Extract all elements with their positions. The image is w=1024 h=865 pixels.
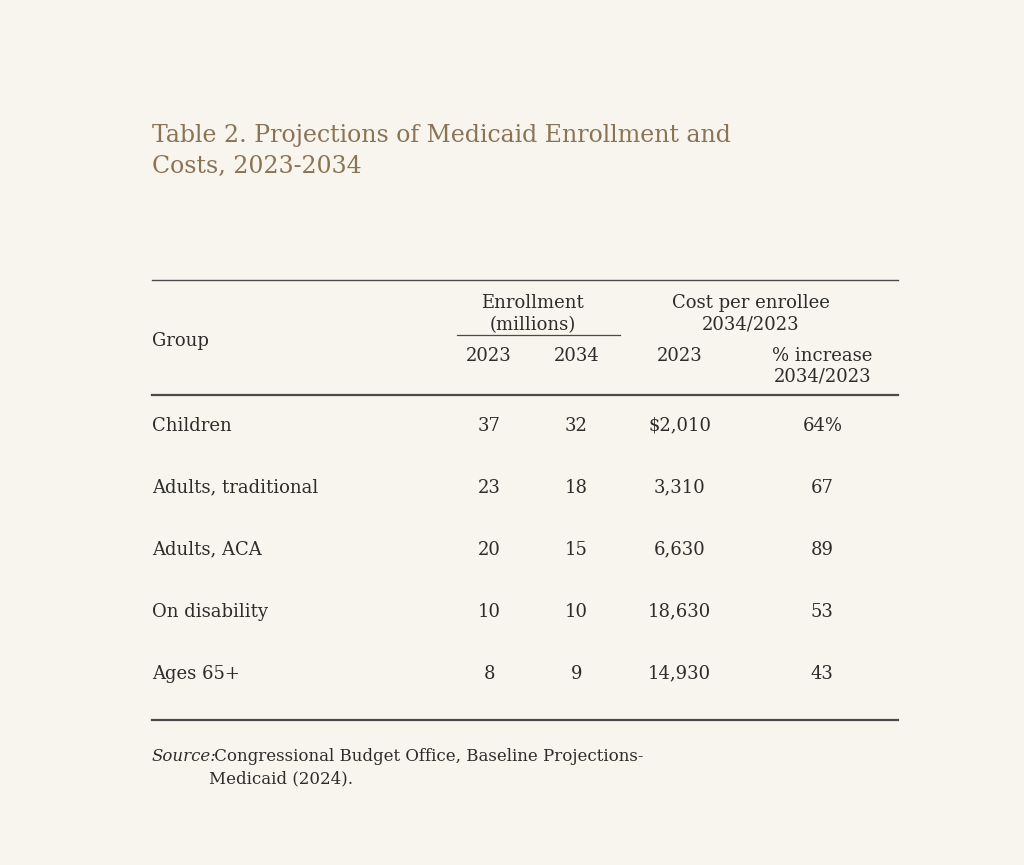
Text: 18,630: 18,630: [648, 603, 712, 621]
Text: 32: 32: [565, 417, 588, 435]
Text: Ages 65+: Ages 65+: [152, 664, 240, 682]
Text: 67: 67: [811, 479, 834, 497]
Text: 3,310: 3,310: [653, 479, 706, 497]
Text: 2023: 2023: [466, 347, 512, 365]
Text: 20: 20: [477, 541, 501, 559]
Text: 10: 10: [565, 603, 588, 621]
Text: 8: 8: [483, 664, 495, 682]
Text: Adults, ACA: Adults, ACA: [152, 541, 261, 559]
Text: 2034: 2034: [554, 347, 599, 365]
Text: 23: 23: [477, 479, 501, 497]
Text: 18: 18: [565, 479, 588, 497]
Text: Adults, traditional: Adults, traditional: [152, 479, 318, 497]
Text: Cost per enrollee
2034/2023: Cost per enrollee 2034/2023: [672, 293, 829, 334]
Text: 14,930: 14,930: [648, 664, 711, 682]
Text: 64%: 64%: [803, 417, 843, 435]
Text: Congressional Budget Office, Baseline Projections-
Medicaid (2024).: Congressional Budget Office, Baseline Pr…: [209, 748, 643, 787]
Text: Enrollment
(millions): Enrollment (millions): [481, 293, 584, 334]
Text: 43: 43: [811, 664, 834, 682]
Text: Children: Children: [152, 417, 231, 435]
Text: Group: Group: [152, 331, 209, 349]
Text: % increase
2034/2023: % increase 2034/2023: [772, 347, 872, 386]
Text: $2,010: $2,010: [648, 417, 711, 435]
Text: 9: 9: [570, 664, 582, 682]
Text: 53: 53: [811, 603, 834, 621]
Text: 2023: 2023: [656, 347, 702, 365]
Text: Table 2. Projections of Medicaid Enrollment and
Costs, 2023-2034: Table 2. Projections of Medicaid Enrollm…: [152, 124, 731, 178]
Text: On disability: On disability: [152, 603, 268, 621]
Text: 15: 15: [565, 541, 588, 559]
Text: 37: 37: [477, 417, 501, 435]
Text: 10: 10: [477, 603, 501, 621]
Text: 89: 89: [811, 541, 834, 559]
Text: Source:: Source:: [152, 748, 217, 765]
Text: 6,630: 6,630: [653, 541, 706, 559]
